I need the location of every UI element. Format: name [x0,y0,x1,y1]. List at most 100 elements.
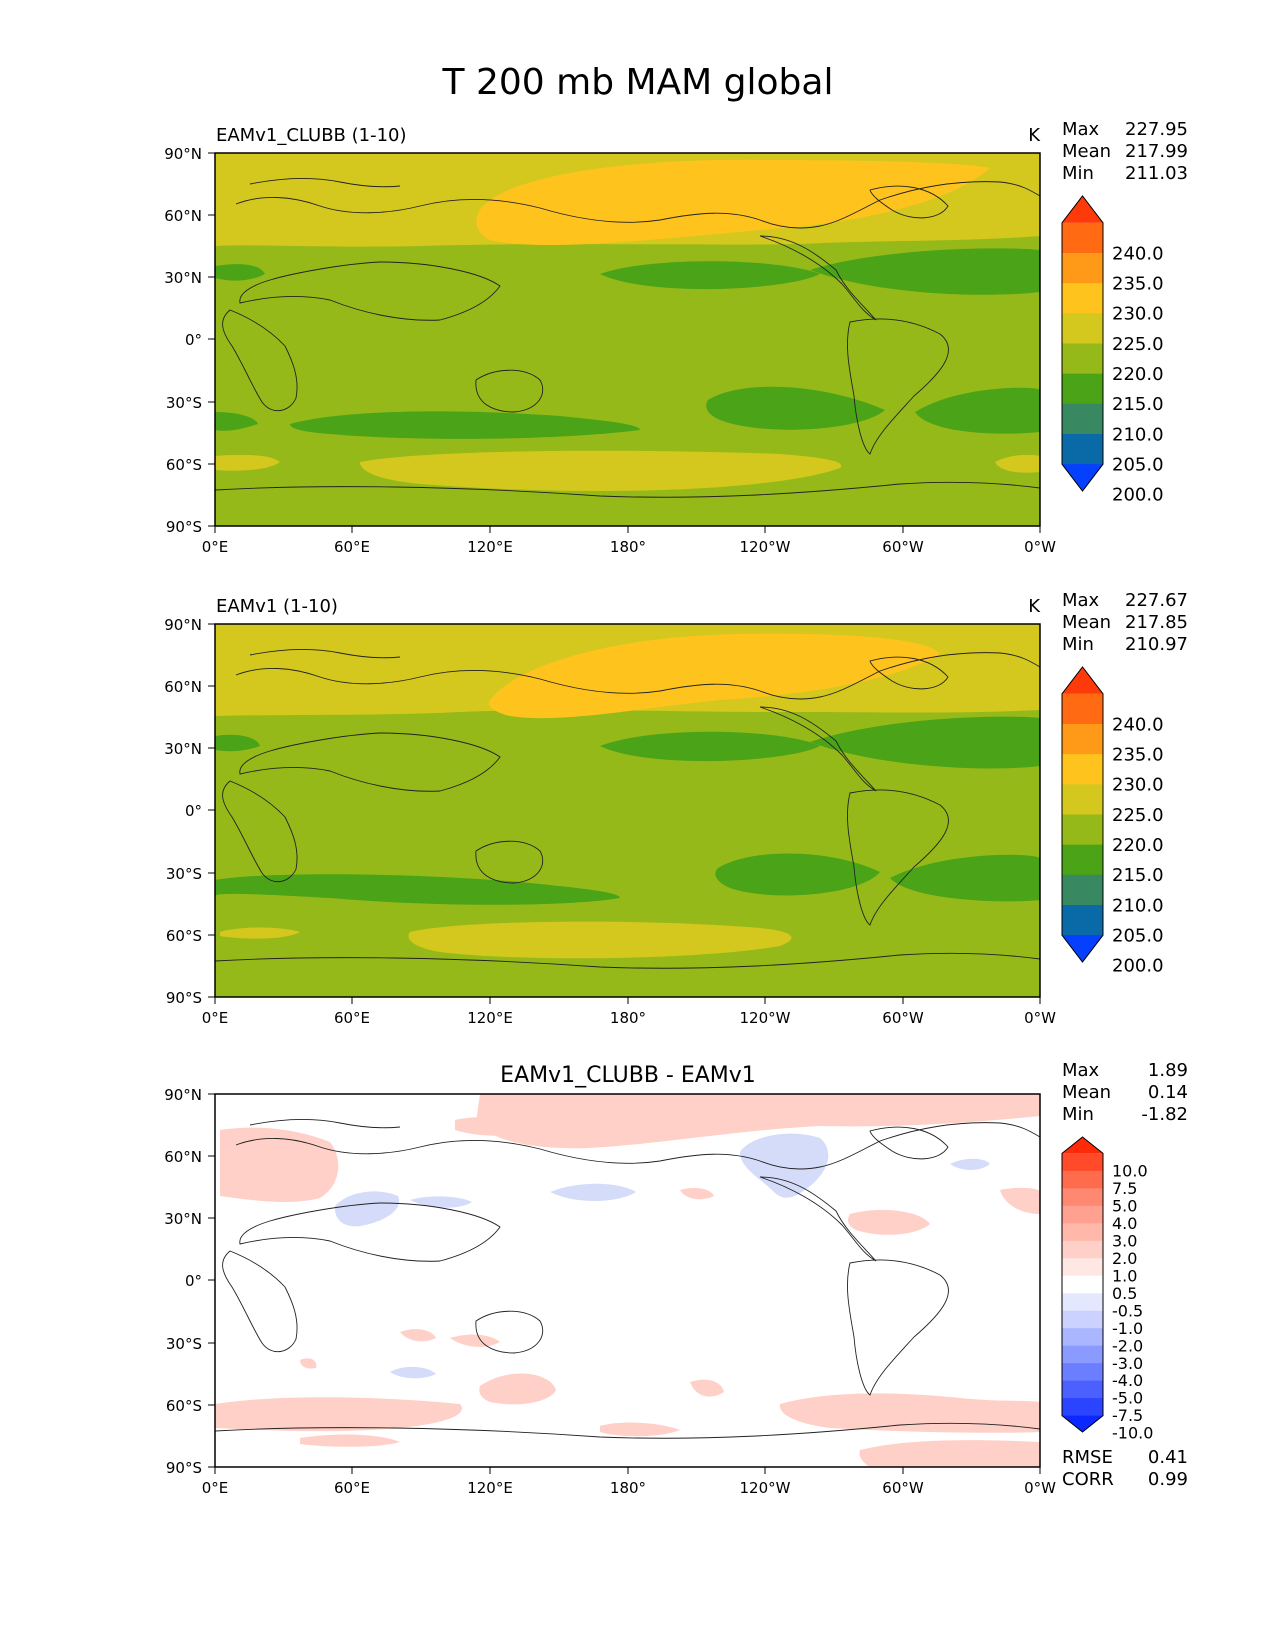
colorbar-label: 220.0 [1112,835,1164,856]
panel-left-label-reference: EAMv1 (1-10) [216,596,338,617]
colorbar-swatch [1062,1205,1103,1224]
colorbar-swatch [1062,874,1103,906]
colorbar-label: 215.0 [1112,394,1164,415]
stat-value: 210.97 [1125,634,1188,655]
colorbar-swatch [1062,1170,1103,1189]
metric-label: CORR [1062,1469,1114,1490]
y-tick-label: 30°S [166,394,202,412]
figure-title: T 200 mb MAM global [442,62,834,103]
colorbar-extend-top [1062,667,1103,694]
colorbar-swatch [1062,1398,1103,1417]
colorbar-outline [1061,1136,1104,1433]
colorbar-label: 240.0 [1112,243,1164,264]
colorbar-label: 200.0 [1112,956,1164,977]
x-tick-label: 0°W [1024,538,1056,556]
colorbar-label: 1.0 [1112,1266,1137,1285]
colorbar-swatch [1062,723,1103,755]
x-tick-label: 0°E [202,1009,229,1027]
x-tick-label: 0°E [202,538,229,556]
colorbar-label: -4.0 [1112,1371,1143,1390]
colorbar-swatch [1062,1153,1103,1172]
panel-left-label-test: EAMv1_CLUBB (1-10) [216,125,407,146]
stats-test: Max 227.95 Mean 217.99 Min 211.03 [1062,119,1188,184]
y-tick-label: 60°N [164,1148,202,1166]
colorbar-swatch [1062,1328,1103,1347]
colorbar-swatch [1062,1188,1103,1207]
colorbar-label: 210.0 [1112,895,1164,916]
colorbar-extend-bottom [1062,1415,1103,1432]
metric-label: RMSE [1062,1447,1113,1468]
colorbar-label: 2.0 [1112,1249,1137,1268]
colorbar-label: 220.0 [1112,364,1164,385]
colorbar-label: -5.0 [1112,1389,1143,1408]
stats-reference: Max 227.67 Mean 217.85 Min 210.97 [1062,590,1188,655]
y-ticks-test: 90°N 60°N 30°N 0° 30°S 60°S 90°S [164,145,215,536]
colorbar-label: 3.0 [1112,1231,1137,1250]
x-tick-label: 60°W [882,1479,924,1497]
stat-value: 217.99 [1125,141,1188,162]
colorbar-extend-bottom [1062,464,1103,491]
colorbar-swatch [1062,1310,1103,1329]
colorbar-swatch [1062,844,1103,876]
colorbar-swatch [1062,754,1103,785]
x-ticks-reference: 0°E 60°E 120°E 180° 120°W 60°W 0°W [202,997,1056,1027]
x-tick-label: 60°E [334,1009,370,1027]
stat-label: Max [1062,590,1100,611]
x-tick-label: 180° [610,1479,646,1497]
metric-value: 0.99 [1148,1469,1188,1490]
y-tick-label: 60°N [164,207,202,225]
panel-center-label-difference: EAMv1_CLUBB - EAMv1 [500,1063,756,1088]
y-ticks-difference: 90°N 60°N 30°N 0° 30°S 60°S 90°S [164,1086,215,1477]
colorbar-label: 4.0 [1112,1214,1137,1233]
colorbar-label: -0.5 [1112,1301,1143,1320]
colorbar-label: -3.0 [1112,1354,1143,1373]
colorbar-label: 230.0 [1112,304,1164,325]
x-tick-label: 120°E [467,538,513,556]
y-tick-label: 60°S [166,1397,202,1415]
colorbar-label: -2.0 [1112,1336,1143,1355]
colorbar-label: 235.0 [1112,273,1164,294]
x-tick-label: 60°W [882,1009,924,1027]
colorbar-swatch [1062,1275,1103,1294]
colorbar-label: 200.0 [1112,485,1164,506]
panel-reference: EAMv1 (1-10) K 90°N 60°N 30°N 0° 30°S 60… [164,590,1188,1027]
colorbar-label: 210.0 [1112,424,1164,445]
colorbar-label: 240.0 [1112,714,1164,735]
colorbar-label: 205.0 [1112,925,1164,946]
colorbar-label: -1.0 [1112,1319,1143,1338]
metric-value: 0.41 [1148,1447,1188,1468]
stat-value: 217.85 [1125,612,1188,633]
x-tick-label: 120°E [467,1479,513,1497]
y-tick-label: 30°S [166,865,202,883]
y-tick-label: 90°N [164,145,202,163]
colorbar-swatch [1062,373,1103,405]
colorbar-swatch [1062,1345,1103,1364]
coastlines-reference [215,648,1040,969]
colorbar-swatch [1062,283,1103,314]
stat-label: Mean [1062,612,1111,633]
y-tick-label: 90°S [166,989,202,1007]
colorbar-swatch [1062,252,1103,284]
x-tick-label: 0°W [1024,1009,1056,1027]
colorbar-label: -10.0 [1112,1424,1153,1443]
y-tick-label: 30°N [164,1210,202,1228]
colorbar-swatch [1062,1363,1103,1382]
stat-label: Min [1062,1104,1094,1125]
colorbar-label: 235.0 [1112,744,1164,765]
colorbar-label: 10.0 [1112,1161,1148,1180]
colorbar-swatch [1062,905,1103,936]
colorbar-swatch [1062,434,1103,465]
colorbar-swatch [1062,693,1103,725]
x-ticks-difference: 0°E 60°E 120°E 180° 120°W 60°W 0°W [202,1467,1056,1497]
colorbar-swatch [1062,403,1103,435]
colorbar-label: 0.5 [1112,1284,1137,1303]
colorbar-label: 7.5 [1112,1179,1137,1198]
stat-value: 227.67 [1125,590,1188,611]
colorbar-extend-top [1062,1137,1103,1154]
colorbar-swatch [1062,1293,1103,1312]
y-tick-label: 60°S [166,456,202,474]
stat-value: -1.82 [1141,1104,1188,1125]
y-tick-label: 90°S [166,1459,202,1477]
panel-difference: EAMv1_CLUBB - EAMv1 90°N 60°N 30°N 0° 30… [164,1060,1188,1497]
y-tick-label: 30°N [164,269,202,287]
